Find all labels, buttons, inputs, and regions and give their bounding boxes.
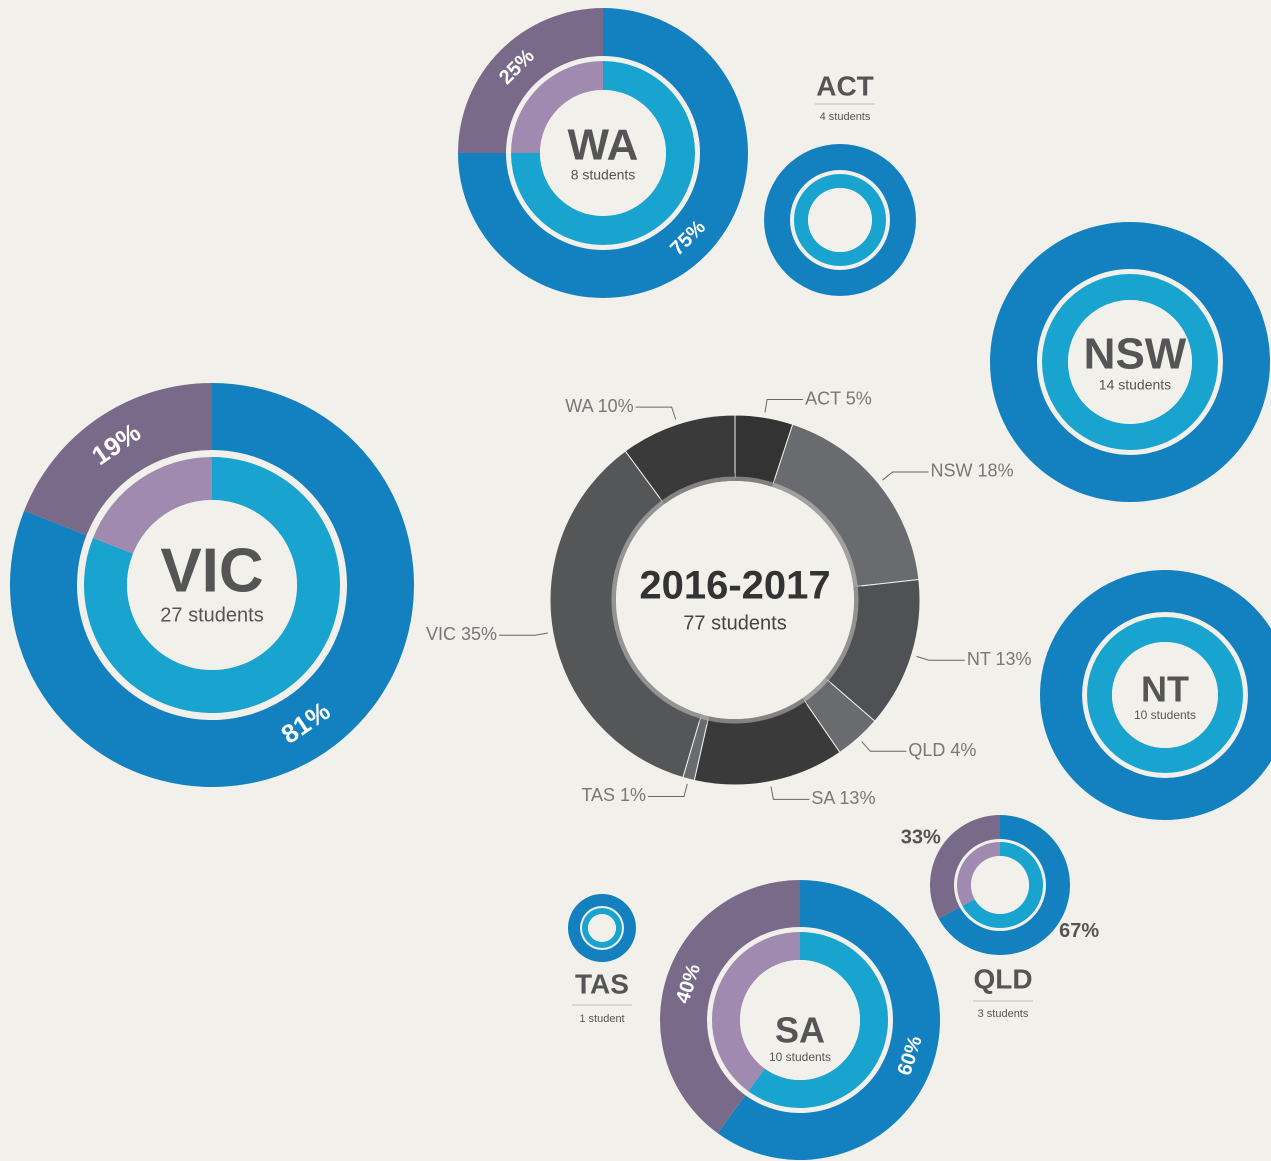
state-title: QLD [973, 963, 1032, 994]
state-subtitle: 10 students [769, 1050, 831, 1064]
center [616, 481, 854, 719]
outer-segment [660, 880, 800, 1134]
inner-segment [1042, 274, 1218, 450]
inner-segment [582, 908, 622, 948]
white-ring [707, 927, 893, 1113]
segment-inner [707, 698, 808, 727]
white-ring [790, 170, 890, 270]
segment-inner [608, 497, 702, 722]
segment-label: WA 10% [565, 396, 633, 416]
inner-segment [1087, 617, 1243, 773]
state-subtitle: 10 students [1134, 708, 1196, 722]
chart-title: 2016-2017 [639, 564, 830, 608]
leader-line [648, 783, 688, 797]
leader-line [764, 399, 804, 413]
state-title: SA [775, 1010, 825, 1051]
center [1068, 300, 1192, 424]
inner-segment [511, 61, 695, 245]
center [971, 856, 1029, 914]
white-ring [954, 839, 1046, 931]
inner-segment [962, 842, 1044, 929]
leader-line [861, 741, 907, 752]
state-subtitle: 8 students [571, 167, 636, 183]
segment-inner [772, 479, 862, 587]
outer-segment [990, 222, 1270, 502]
white-ring [1082, 612, 1248, 778]
segment-inner [802, 677, 831, 705]
center [808, 188, 872, 252]
state-subtitle: 27 students [160, 604, 263, 626]
center [127, 500, 297, 670]
inner-segment [957, 842, 1000, 906]
center [740, 960, 860, 1080]
segment-inner [735, 473, 775, 487]
percent-label: 33% [901, 826, 941, 848]
outer-segment [458, 8, 748, 298]
segment-inner [824, 585, 862, 684]
outer-segment [1040, 570, 1271, 820]
inner-segment [92, 457, 212, 554]
leader-line [635, 406, 677, 420]
center [540, 90, 666, 216]
state-title: VIC [160, 536, 263, 605]
outer-segment [930, 815, 1000, 919]
center [1112, 642, 1218, 748]
state-title: ACT [816, 70, 874, 101]
outer-segment [458, 8, 603, 153]
leader-line [882, 471, 929, 481]
segment-inner [699, 714, 709, 724]
inner-segment [511, 61, 603, 153]
segment-label: NT 13% [967, 649, 1032, 669]
state-subtitle: 3 students [978, 1008, 1029, 1020]
segment-label: SA 13% [811, 788, 875, 808]
segment-label: VIC 35% [426, 624, 497, 644]
white-ring [1037, 269, 1223, 455]
chart-subtitle: 77 students [683, 612, 786, 634]
outer-segment [24, 382, 212, 536]
segment-label: NSW 18% [931, 461, 1014, 481]
inner-segment [712, 932, 800, 1092]
state-title: NT [1141, 669, 1189, 710]
state-subtitle: 14 students [1099, 377, 1171, 393]
center [588, 914, 616, 942]
outer-segment [568, 894, 636, 962]
state-title: NSW [1084, 330, 1187, 379]
white-ring [506, 56, 700, 250]
percent-label: 67% [1059, 920, 1099, 942]
inner-segment [748, 932, 888, 1108]
white-ring [77, 450, 347, 720]
outer-segment [717, 880, 940, 1160]
segment-label: TAS 1% [581, 785, 646, 805]
outer-segment [938, 815, 1071, 956]
state-subtitle: 4 students [820, 111, 871, 123]
leader-line [916, 655, 965, 661]
segment-label: QLD 4% [908, 740, 976, 760]
leader-line [770, 786, 810, 800]
state-title: TAS [575, 968, 629, 999]
outer-segment [9, 382, 415, 787]
segment-inner [659, 473, 735, 505]
state-title: WA [568, 121, 639, 170]
state-subtitle: 1 student [579, 1013, 624, 1025]
leader-line [499, 632, 548, 636]
inner-segment [794, 174, 886, 266]
inner-segment [83, 457, 341, 713]
outer-segment [764, 144, 916, 296]
segment-label: ACT 5% [805, 388, 872, 408]
